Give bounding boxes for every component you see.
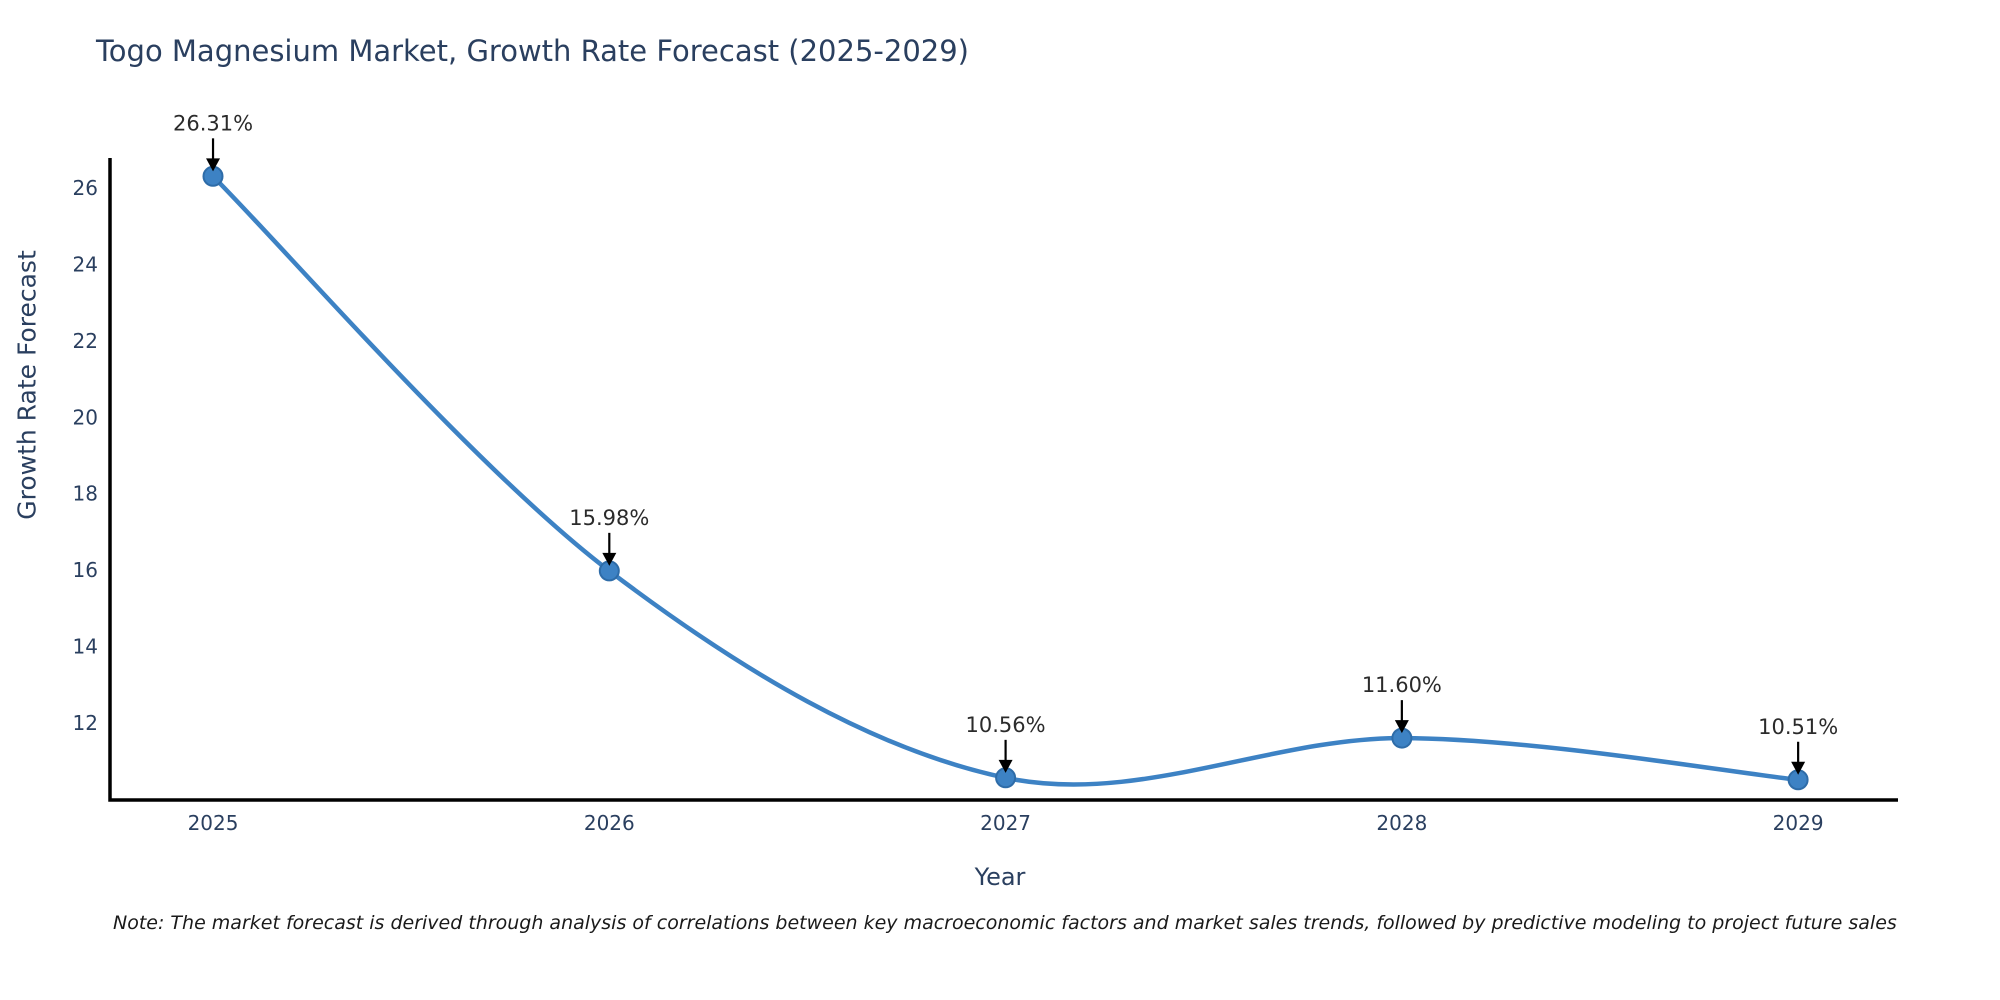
y-tick-label: 24 — [73, 253, 98, 277]
footnote: Note: The market forecast is derived thr… — [113, 912, 1897, 934]
y-tick-label: 26 — [73, 176, 98, 200]
y-tick-label: 18 — [73, 482, 98, 506]
y-tick-label: 12 — [73, 711, 98, 735]
annotation-arrow-head — [1791, 761, 1806, 775]
axis-spine — [108, 158, 1898, 802]
y-tick-label: 14 — [73, 634, 98, 658]
annotation-label-2026: 15.98% — [569, 506, 649, 530]
annotation-arrow-head — [998, 759, 1013, 773]
annotation-label-2027: 10.56% — [966, 713, 1046, 737]
annotation-label-2028: 11.60% — [1362, 673, 1442, 697]
chart-title: Togo Magnesium Market, Growth Rate Forec… — [96, 34, 969, 68]
y-tick-label: 22 — [73, 329, 98, 353]
x-tick-label: 2029 — [1773, 811, 1824, 835]
annotation-label-2025: 26.31% — [173, 111, 253, 135]
x-axis-label: Year — [974, 863, 1026, 891]
x-tick-label: 2026 — [584, 811, 635, 835]
forecast-line — [210, 174, 1801, 787]
y-tick-label: 20 — [73, 405, 98, 429]
annotation-arrow-head — [1394, 720, 1409, 734]
y-tick-label: 16 — [73, 558, 98, 582]
annotation-arrow-head — [602, 552, 617, 566]
annotation-arrow-head — [206, 158, 221, 172]
annotation-label-2029: 10.51% — [1758, 715, 1838, 739]
x-tick-label: 2025 — [188, 811, 239, 835]
x-tick-label: 2027 — [980, 811, 1031, 835]
x-tick-label: 2028 — [1376, 811, 1427, 835]
